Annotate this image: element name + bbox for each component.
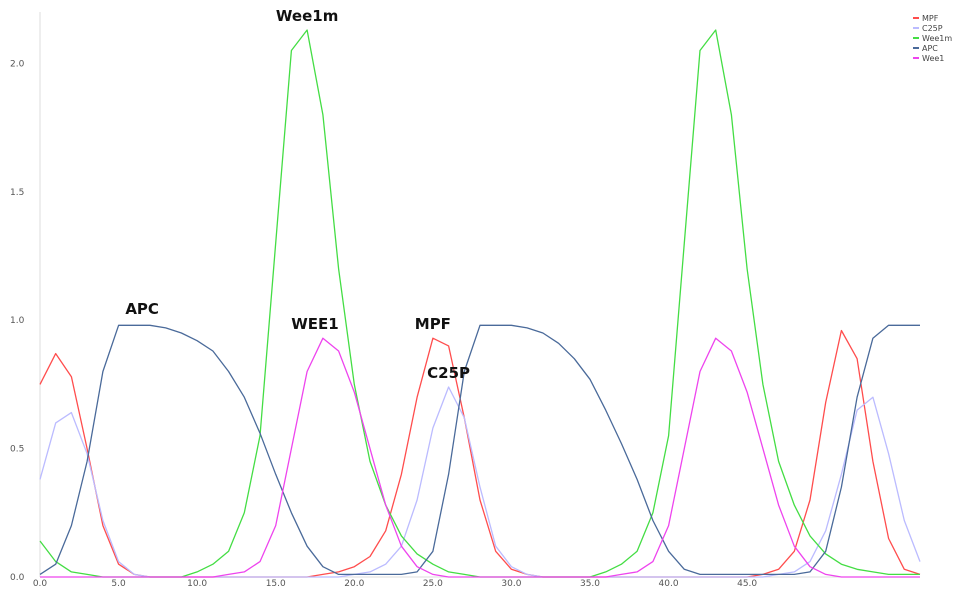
x-tick-label: 0.0 [33, 579, 48, 589]
legend-label-c25p: C25P [922, 24, 943, 33]
tick-layer: 0.0 0.5 1.0 1.5 2.0 0.0 5.0 10.0 15.0 20.0 25.0 30.… [10, 59, 757, 589]
x-tick-label: 20.0 [344, 579, 364, 589]
annotation-mpf: MPF [415, 315, 451, 333]
y-tick-label: 1.5 [10, 188, 24, 198]
x-tick-label: 5.0 [111, 579, 126, 589]
annotation-apc: APC [125, 300, 159, 318]
x-tick-label: 45.0 [737, 579, 757, 589]
series-line-apc [39, 324, 920, 576]
annotation-layer: Wee1m APC WEE1 MPF C25P [125, 7, 470, 382]
legend-label-apc: APC [922, 44, 938, 53]
y-tick-label: 1.0 [10, 316, 25, 326]
series-line-c25p [39, 386, 921, 578]
y-tick-label: 0.5 [10, 445, 24, 455]
x-tick-label: 40.0 [659, 579, 679, 589]
x-tick-label: 30.0 [501, 579, 521, 589]
legend-label-wee1: Wee1 [922, 54, 944, 63]
series-layer [39, 29, 921, 578]
y-tick-label: 2.0 [10, 59, 25, 69]
legend-label-wee1m: Wee1m [922, 34, 952, 43]
annotation-c25p: C25P [427, 364, 470, 382]
x-tick-label: 10.0 [187, 579, 207, 589]
y-tick-label: 0.0 [10, 573, 25, 583]
series-line-wee1 [40, 337, 920, 578]
series-line-mpf [39, 329, 921, 578]
series-line-wee1m [39, 29, 920, 578]
x-tick-label: 25.0 [423, 579, 443, 589]
x-tick-label: 15.0 [266, 579, 286, 589]
legend-label-mpf: MPF [922, 14, 939, 23]
x-tick-label: 35.0 [580, 579, 600, 589]
annotation-wee1: WEE1 [291, 315, 338, 333]
annotation-wee1m: Wee1m [276, 7, 338, 25]
